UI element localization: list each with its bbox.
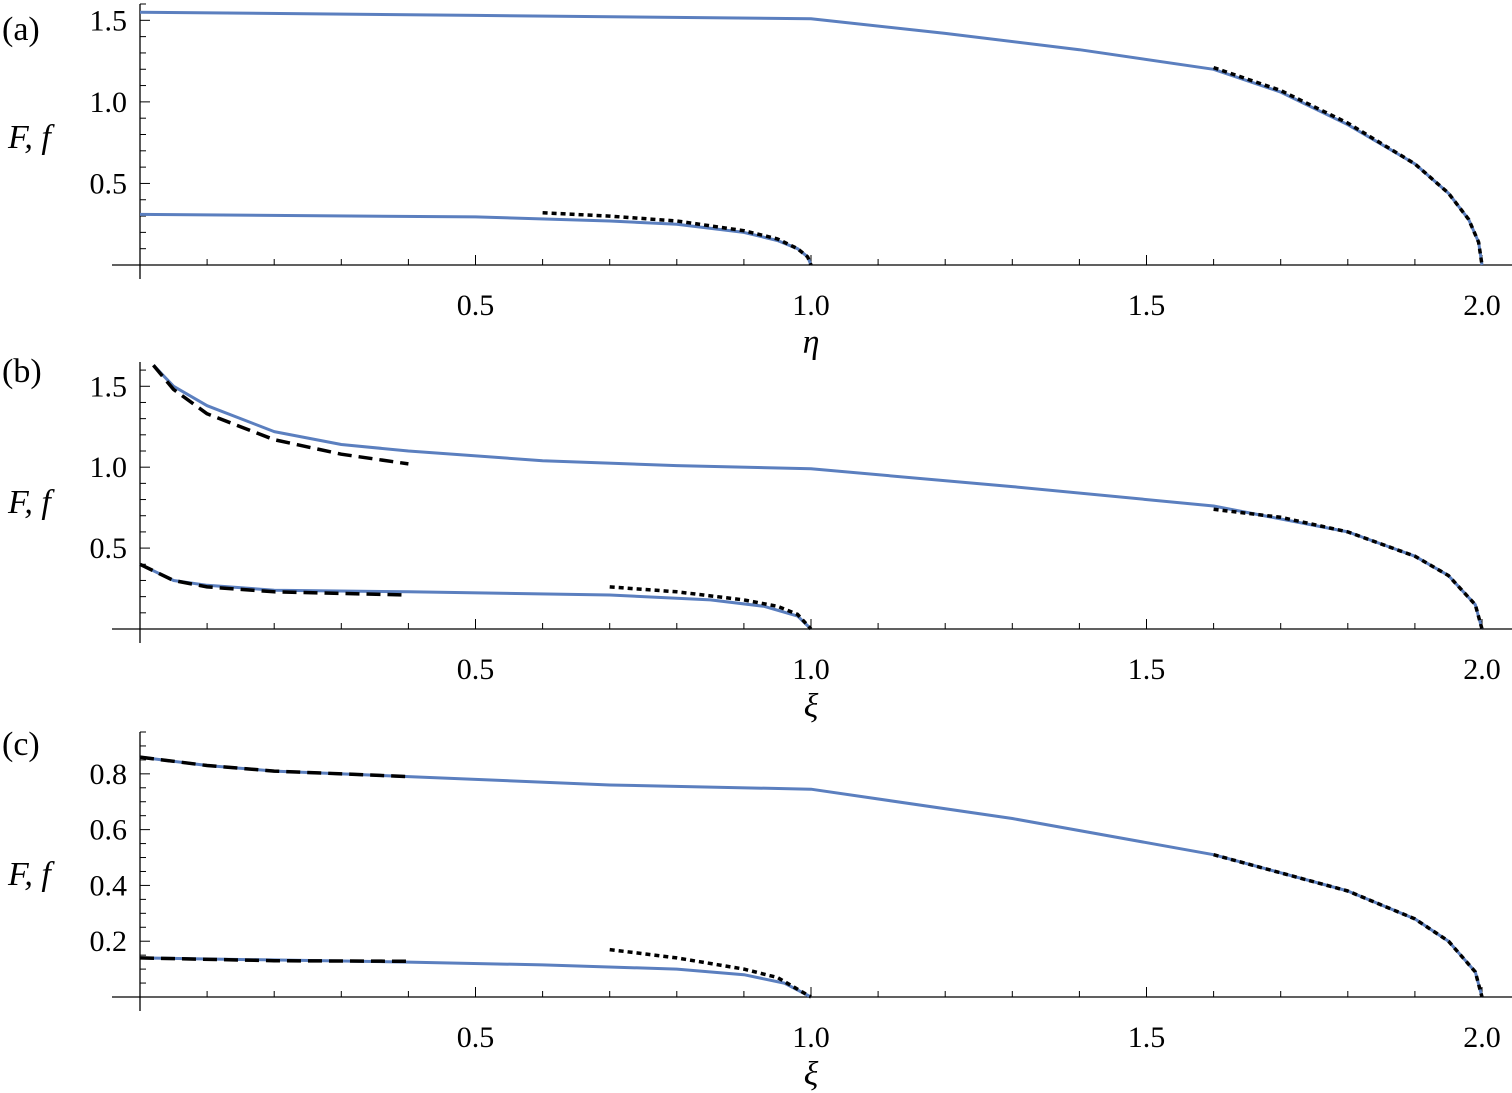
x-tick-label: 1.5	[1128, 653, 1166, 686]
x-axis-label: ξ	[804, 688, 819, 725]
series-f-small-dashed	[139, 755, 409, 779]
x-axis-label: η	[803, 324, 820, 361]
series-f-numerical	[139, 956, 812, 999]
y-tick-label: 1.5	[90, 4, 128, 37]
series-f-asymptotic-dotted	[1213, 507, 1484, 630]
series-f-asymptotic-dotted	[609, 947, 812, 999]
panel-b: 0.5 1.0 1.5 2.0 0.5 1.0 1.5 ξ F, f (b)	[2, 353, 1512, 725]
y-tick-label: 1.0	[90, 451, 128, 484]
y-tick-label: 0.8	[90, 758, 128, 791]
y-axis-label: F, f	[7, 484, 55, 521]
x-tick-label: 2.0	[1463, 653, 1501, 686]
series-f-small-dashed	[139, 956, 409, 964]
x-tick-label: 1.0	[792, 1021, 830, 1054]
x-tick-label: 2.0	[1463, 1021, 1501, 1054]
x-tick-label: 1.0	[792, 653, 830, 686]
panel-label: (a)	[2, 11, 40, 48]
panel-c: 0.5 1.0 1.5 2.0 0.2 0.4 0.6 0.8 ξ F, f (c)	[2, 726, 1512, 1093]
series-f-asymptotic-dotted	[1213, 853, 1484, 998]
y-tick-label: 0.2	[90, 925, 128, 958]
y-tick-label: 1.5	[90, 370, 128, 403]
y-tick-label: 1.0	[90, 86, 128, 119]
x-tick-label: 0.5	[457, 1021, 495, 1054]
x-tick-label: 1.5	[1128, 289, 1166, 322]
y-tick-label: 0.6	[90, 814, 128, 847]
y-tick-label: 0.5	[90, 532, 128, 565]
x-tick-label: 0.5	[457, 289, 495, 322]
series-f-asymptotic-dotted	[609, 585, 813, 631]
x-tick-label: 0.5	[457, 653, 495, 686]
series-f-small-dashed	[139, 562, 409, 597]
y-tick-label: 0.4	[90, 869, 128, 902]
x-tick-label: 1.0	[792, 289, 830, 322]
y-axis-label: F, f	[7, 856, 55, 893]
panel-label: (c)	[2, 726, 40, 763]
x-tick-label: 1.5	[1128, 1021, 1166, 1054]
y-tick-label: 0.5	[90, 167, 128, 200]
series-f-numerical	[152, 364, 1484, 630]
series-f-small-dashed	[152, 364, 409, 466]
panel-a: 0.5 1.0 1.5 2.0 0.5 1.0 1.5 η F, f (a)	[2, 3, 1512, 361]
panel-label: (b)	[2, 353, 42, 390]
y-axis-label: F, f	[7, 119, 55, 156]
x-axis-label: ξ	[804, 1056, 819, 1093]
series-f-asymptotic-dotted	[542, 211, 813, 266]
x-tick-label: 2.0	[1463, 289, 1501, 322]
series-f-asymptotic-dotted	[1213, 65, 1484, 266]
series-f-numerical	[139, 10, 1484, 266]
